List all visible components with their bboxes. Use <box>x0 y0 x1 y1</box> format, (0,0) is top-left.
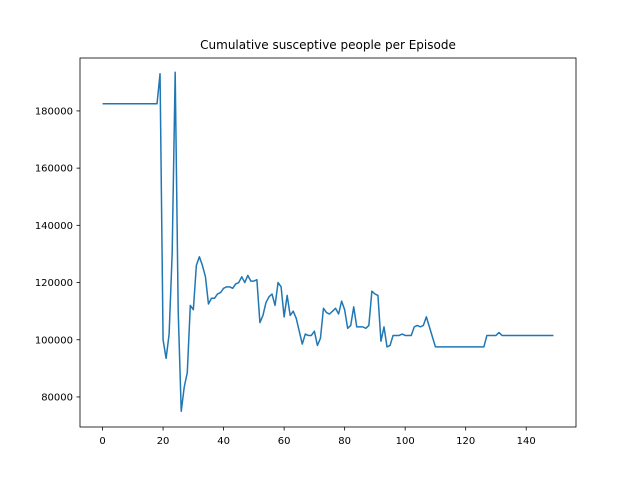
y-axis: 80000 100000 120000 140000 160000 180000 <box>35 106 80 403</box>
plot-area <box>102 71 554 413</box>
x-tick-label: 0 <box>99 436 105 447</box>
y-tick-label: 120000 <box>35 278 73 289</box>
x-tick-label: 100 <box>396 436 415 447</box>
x-tick-label: 40 <box>217 436 230 447</box>
x-tick-label: 80 <box>338 436 351 447</box>
x-tick-label: 140 <box>517 436 536 447</box>
x-tick-label: 120 <box>456 436 475 447</box>
chart-title: Cumulative susceptive people per Episode <box>200 38 456 52</box>
x-tick-label: 20 <box>157 436 170 447</box>
axes-frame <box>79 57 577 428</box>
series-line-0 <box>102 71 554 413</box>
x-axis: 0 20 40 60 80 100 120 140 <box>99 427 536 447</box>
y-tick-label: 140000 <box>35 221 73 232</box>
y-tick-label: 100000 <box>35 335 73 346</box>
x-tick-label: 60 <box>278 436 291 447</box>
y-tick-label: 180000 <box>35 106 73 117</box>
y-tick-label: 80000 <box>41 392 73 403</box>
y-tick-label: 160000 <box>35 164 73 175</box>
